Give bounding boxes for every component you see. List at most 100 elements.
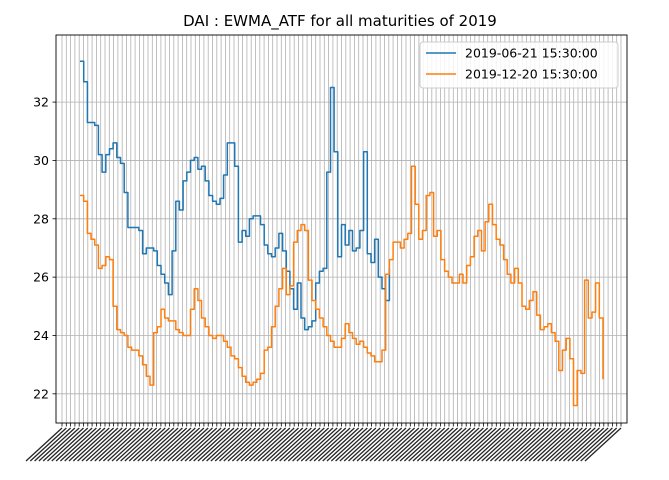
x-tick-label-smudge	[524, 427, 562, 462]
x-tick-label-smudge	[386, 427, 424, 462]
y-tick-label: 26	[33, 270, 49, 285]
x-tick-label-smudge	[399, 427, 437, 462]
x-tick-label-smudge	[528, 427, 566, 462]
x-tick-label-smudge	[292, 427, 330, 462]
x-tick-label-smudge	[416, 427, 454, 462]
x-tick-label-smudge	[343, 427, 381, 462]
x-tick-label-smudge	[477, 427, 514, 462]
x-tick-label-smudge	[352, 427, 390, 462]
x-tick-label-smudge	[442, 427, 480, 462]
x-tick-label-smudge	[395, 427, 433, 462]
x-tick-label-smudge	[206, 427, 244, 462]
x-tick-label-smudge	[335, 427, 373, 462]
x-tick-label-smudge	[158, 427, 196, 462]
x-tick-label-smudge	[270, 427, 308, 462]
x-tick-label-smudge	[236, 427, 274, 462]
x-tick-label-smudge	[287, 427, 325, 462]
x-tick-label-smudge	[326, 427, 364, 462]
x-tick-label-smudge	[567, 427, 605, 462]
x-tick-label-smudge	[580, 427, 618, 462]
x-tick-label-smudge	[511, 427, 549, 462]
x-tick-label-smudge	[102, 427, 140, 462]
x-tick-label-smudge	[305, 427, 342, 462]
x-tick-label-smudge	[128, 427, 166, 462]
x-tick-label-smudge	[176, 427, 213, 462]
series-lines	[80, 60, 604, 407]
x-tick-label-smudge	[163, 427, 201, 462]
x-tick-label-smudge	[502, 427, 540, 462]
x-tick-label-smudge	[339, 427, 377, 462]
x-tick-label-smudge	[455, 427, 493, 462]
x-tick-label-smudge	[348, 427, 385, 462]
x-tick-label-smudge	[313, 427, 351, 462]
x-tick-label-smudge	[408, 427, 446, 462]
x-tick-label-smudge	[532, 427, 570, 462]
x-tick-label-smudge	[201, 427, 239, 462]
x-tick-label-smudge	[188, 427, 226, 462]
x-tick-label-smudge	[330, 427, 368, 462]
legend-label-series-1: 2019-06-21 15:30:00	[465, 46, 598, 61]
x-tick-label-smudge	[145, 427, 183, 462]
x-tick-label-smudge	[322, 427, 360, 462]
x-tick-label-smudge	[34, 427, 72, 462]
x-tick-label-smudge	[107, 427, 145, 462]
y-tick-label: 32	[33, 95, 49, 110]
x-tick-label-smudge	[59, 427, 97, 462]
x-tick-label-smudge	[489, 427, 527, 462]
x-tick-label-smudge	[317, 427, 355, 462]
x-tick-label-smudge	[124, 427, 162, 462]
x-tick-label-smudge	[356, 427, 394, 462]
x-tick-label-smudge	[360, 427, 398, 462]
y-tick-label: 28	[33, 211, 49, 226]
x-tick-label-smudge	[227, 427, 265, 462]
legend: 2019-06-21 15:30:00 2019-12-20 15:30:00	[419, 41, 619, 89]
x-tick-label-smudge	[464, 427, 502, 462]
plot-frame	[55, 34, 628, 424]
x-tick-label-smudge	[72, 427, 110, 462]
x-tick-label-smudge	[240, 427, 278, 462]
x-tick-label-smudge	[279, 427, 317, 462]
x-tick-label-smudge	[51, 427, 89, 462]
x-tick-label-smudge	[244, 427, 282, 462]
x-tick-label-smudge	[541, 427, 579, 462]
x-tick-label-smudge	[421, 427, 459, 462]
x-tick-label-smudge	[459, 427, 497, 462]
x-tick-label-smudge	[137, 427, 175, 462]
x-tick-label-smudge	[300, 427, 338, 462]
x-tick-label-smudge	[120, 427, 158, 462]
y-gridlines	[56, 101, 627, 395]
x-tick-label-smudge	[563, 427, 600, 462]
x-tick-label-smudge	[382, 427, 420, 462]
x-tick-label-smudge	[425, 427, 463, 462]
x-tick-label-smudge	[29, 427, 67, 462]
x-tick-label-smudge	[197, 427, 235, 462]
x-tick-label-smudge	[507, 427, 545, 462]
x-tick-label-smudge	[481, 427, 519, 462]
y-tick-label: 24	[33, 328, 49, 343]
x-tick-label-smudge	[154, 427, 192, 462]
x-tick-label-smudge	[47, 427, 84, 462]
x-tick-label-smudge	[468, 427, 506, 462]
x-tick-label-smudge	[550, 427, 588, 462]
x-tick-label-smudge	[391, 427, 428, 462]
x-tick-label-smudge	[365, 427, 403, 462]
x-tick-label-smudge	[231, 427, 269, 462]
x-tick-label-smudge	[141, 427, 179, 462]
x-tick-label-smudge	[498, 427, 536, 462]
x-tick-label-smudge	[210, 427, 248, 462]
x-tick-label-smudge	[515, 427, 553, 462]
x-tick-label-smudge	[219, 427, 256, 462]
x-tick-label-smudge	[274, 427, 312, 462]
x-tick-label-smudge	[25, 427, 63, 462]
y-axis-ticks: 22 24 26 28 30 32	[33, 95, 56, 401]
x-tick-label-smudge	[446, 427, 484, 462]
x-tick-label-smudge	[485, 427, 523, 462]
x-tick-label-smudge	[494, 427, 532, 462]
x-tick-label-smudge	[64, 427, 102, 462]
series-line-1	[80, 60, 391, 331]
x-tick-label-smudge	[90, 427, 127, 462]
x-tick-label-smudge	[283, 427, 321, 462]
legend-label-series-2: 2019-12-20 15:30:00	[465, 67, 598, 82]
x-tick-label-smudge	[223, 427, 261, 462]
